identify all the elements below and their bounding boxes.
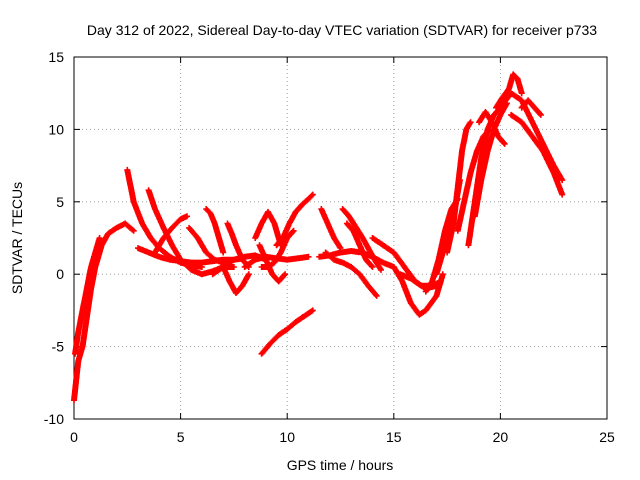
series-track-21-23h-fall xyxy=(508,111,566,198)
data-marker-path xyxy=(493,71,525,111)
data-marker-path xyxy=(518,97,544,118)
axis-ticks: 0 5 10 15 20 25 -10 -5 0 5 10 15 xyxy=(44,49,615,445)
series-track-7h-dip xyxy=(220,264,252,296)
x-tick-label: 20 xyxy=(493,429,509,445)
x-axis-label: GPS time / hours xyxy=(287,457,394,473)
data-marker-path xyxy=(186,224,227,266)
y-axis-label: SDTVAR / TECUs xyxy=(9,182,25,294)
plot-frame xyxy=(73,56,608,420)
y-tick-label: 5 xyxy=(56,194,64,210)
series-track-11h-peak xyxy=(318,206,344,252)
data-marker-path xyxy=(71,220,137,404)
y-tick-label: -10 xyxy=(44,411,64,427)
data-marker-path xyxy=(258,307,316,357)
data-marker-path xyxy=(497,90,566,184)
data-marker-path xyxy=(203,206,227,256)
series-track-early-steep xyxy=(72,235,103,357)
series-track-12h-dip xyxy=(322,249,380,299)
data-marker-path xyxy=(339,206,384,273)
series-track-4-to-5h xyxy=(152,213,190,256)
data-marker-path xyxy=(343,220,376,270)
x-tick-label: 15 xyxy=(386,429,402,445)
x-tick-label: 25 xyxy=(599,429,615,445)
data-marker-path xyxy=(72,235,103,357)
data-marker-path xyxy=(322,249,380,299)
series-track-20-23h-fall xyxy=(497,90,566,184)
series-track-6h-peak xyxy=(203,206,227,256)
x-tick-label: 0 xyxy=(70,429,78,445)
data-marker-path xyxy=(273,191,316,249)
y-tick-label: 0 xyxy=(56,266,64,282)
y-tick-label: 15 xyxy=(48,49,64,65)
series-track-9-10h xyxy=(258,227,297,270)
data-marker-path xyxy=(444,119,474,256)
y-tick-label: 10 xyxy=(48,121,64,137)
data-marker-path xyxy=(508,111,566,198)
y-tick-label: -5 xyxy=(52,339,65,355)
series-track-20-21h-peak xyxy=(493,71,525,111)
series-track-18h-rise xyxy=(444,119,474,256)
series-track-12h-peak xyxy=(343,220,376,270)
series-track-early-rise xyxy=(71,220,137,404)
data-marker-path xyxy=(318,206,344,252)
x-tick-label: 5 xyxy=(177,429,185,445)
series-track-negative-9-11h xyxy=(258,307,316,357)
series-track-13h-peak xyxy=(339,206,384,273)
x-tick-label: 10 xyxy=(279,429,295,445)
series-track-5-5h xyxy=(186,224,227,266)
data-marker-path xyxy=(258,227,297,270)
data-points xyxy=(71,71,566,404)
series-track-19-20h-hump xyxy=(476,109,508,147)
data-marker-path xyxy=(152,213,190,256)
chart-title: Day 312 of 2022, Sidereal Day-to-day VTE… xyxy=(87,22,597,38)
series-track-21-22h-high xyxy=(518,97,544,118)
series-track-10h-peak xyxy=(273,191,316,249)
data-marker-path xyxy=(476,109,508,147)
data-marker-path xyxy=(220,264,252,296)
